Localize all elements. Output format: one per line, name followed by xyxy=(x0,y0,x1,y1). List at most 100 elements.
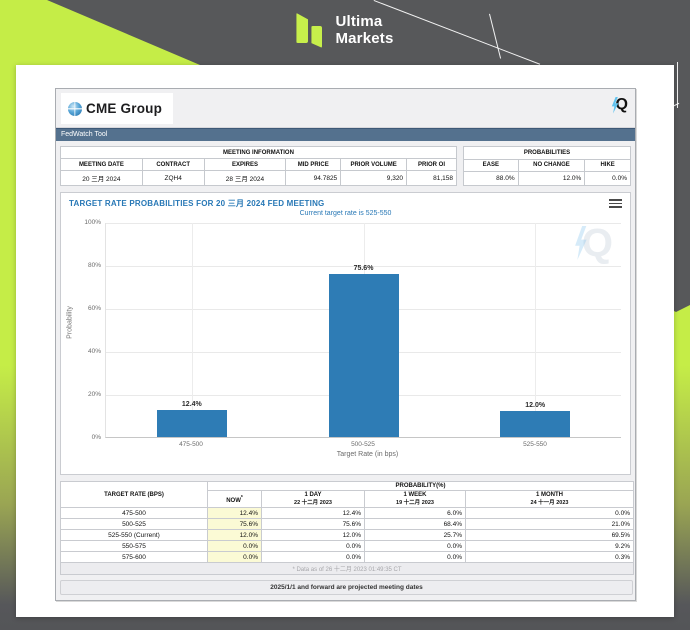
brand-line1: Ultima xyxy=(335,13,383,30)
col-mid-price: MID PRICE xyxy=(285,158,342,171)
col-prior-oi: PRIOR OI xyxy=(406,158,457,171)
table-row: 575-600 0.0% 0.0% 0.0% 0.3% xyxy=(60,551,634,563)
month-cell: 9.2% xyxy=(465,540,634,552)
probabilities-title: PROBABILITIES xyxy=(463,146,631,160)
now-cell: 12.0% xyxy=(207,529,262,541)
day-cell: 75.6% xyxy=(261,518,365,530)
probabilities-table: PROBABILITIES EASE NO CHANGE HIKE 88.0% … xyxy=(463,146,631,186)
data-as-of-footnote: * Data as of 26 十二月 2023 01:49:35 CT xyxy=(60,562,634,575)
week-cell: 0.0% xyxy=(364,551,466,563)
bar-525-550[interactable] xyxy=(500,411,571,437)
table-row: 525-550 (Current) 12.0% 12.0% 25.7% 69.5… xyxy=(60,529,634,541)
probability-history-table: TARGET RATE (BPS) PROBABILITY(%) NOW* 1 … xyxy=(60,481,634,575)
day-cell: 0.0% xyxy=(261,540,365,552)
day-cell: 12.4% xyxy=(261,507,365,519)
quikstrike-logo[interactable]: Q xyxy=(611,96,628,114)
ytick: 100% xyxy=(84,219,101,226)
cme-header: CME Group Q xyxy=(56,89,635,128)
rate-cell: 525-550 (Current) xyxy=(60,529,208,541)
week-cell: 6.0% xyxy=(364,507,466,519)
month-cell: 21.0% xyxy=(465,518,634,530)
mid-price-value: 94.7825 xyxy=(285,170,342,186)
month-cell: 69.5% xyxy=(465,529,634,541)
y-axis-ticks: 100% 80% 60% 40% 20% 0% xyxy=(73,219,105,441)
rate-cell: 475-500 xyxy=(60,507,208,519)
day-cell: 0.0% xyxy=(261,551,365,563)
bar-slot: 12.0% xyxy=(449,223,621,437)
bar-value-label: 12.4% xyxy=(181,401,202,409)
no-change-value: 12.0% xyxy=(517,171,586,186)
col-ease: EASE xyxy=(463,158,519,173)
plot: Q 12.4% 75.6% 12.0% xyxy=(105,223,621,438)
month-cell: 0.3% xyxy=(465,551,634,563)
probability-history-section: TARGET RATE (BPS) PROBABILITY(%) NOW* 1 … xyxy=(60,481,634,595)
chart-menu-icon[interactable] xyxy=(608,198,623,209)
xcat: 500-525 xyxy=(351,441,375,448)
y-axis-title: Probability xyxy=(66,306,74,339)
rate-cell: 575-600 xyxy=(60,551,208,563)
week-cell: 68.4% xyxy=(364,518,466,530)
info-tables-row: MEETING INFORMATION MEETING DATE CONTRAC… xyxy=(60,146,631,186)
now-cell: 0.0% xyxy=(207,551,262,563)
watermark-lightning-icon xyxy=(575,226,587,260)
x-axis-categories: 475-500 500-525 525-550 xyxy=(105,441,630,448)
ytick: 80% xyxy=(87,262,101,269)
col-1-month: 1 MONTH 24 十一月 2023 xyxy=(465,490,634,508)
x-axis-title: Target Rate (in bps) xyxy=(336,451,399,458)
ultima-markets-logo: Ultima Markets xyxy=(0,13,690,48)
ytick: 20% xyxy=(87,391,101,398)
bar-500-525[interactable] xyxy=(328,274,399,437)
col-expires: EXPIRES xyxy=(203,158,287,171)
ultima-logo-icon xyxy=(296,13,324,48)
rate-cell: 500-525 xyxy=(60,518,208,530)
prior-volume-value: 9,320 xyxy=(340,170,408,186)
chart-title: TARGET RATE PROBABILITIES FOR 20 三月 2024… xyxy=(69,199,325,208)
cme-group-logo[interactable]: CME Group xyxy=(61,93,173,124)
day-cell: 12.0% xyxy=(261,529,365,541)
hike-value: 0.0% xyxy=(584,171,631,186)
quikstrike-watermark: Q xyxy=(573,223,613,263)
now-cell: 75.6% xyxy=(207,518,262,530)
prior-oi-value: 81,158 xyxy=(406,170,457,186)
now-cell: 12.4% xyxy=(207,507,262,519)
target-rate-chart: TARGET RATE PROBABILITIES FOR 20 三月 2024… xyxy=(60,192,631,475)
chart-subtitle: Current target rate is 525-550 xyxy=(299,210,392,217)
col-probability-group: PROBABILITY(%) xyxy=(207,481,634,491)
cme-globe-icon xyxy=(68,101,82,116)
meeting-date-value: 20 三月 2024 xyxy=(60,170,143,186)
col-target-rate: TARGET RATE (BPS) xyxy=(60,481,208,508)
col-prior-volume: PRIOR VOLUME xyxy=(340,158,408,171)
ytick: 60% xyxy=(87,305,101,312)
col-hike: HIKE xyxy=(584,158,631,173)
table-row: 550-575 0.0% 0.0% 0.0% 9.2% xyxy=(60,540,634,552)
decor-line xyxy=(677,62,678,108)
col-now: NOW* xyxy=(207,490,262,508)
now-cell: 0.0% xyxy=(207,540,262,552)
chart-plot-area: Probability 100% 80% 60% 40% 20% 0% Q xyxy=(61,219,630,441)
xcat: 525-550 xyxy=(523,441,547,448)
week-cell: 0.0% xyxy=(364,540,466,552)
bar-value-label: 12.0% xyxy=(525,402,546,410)
meeting-info-title: MEETING INFORMATION xyxy=(60,146,457,159)
ytick: 40% xyxy=(87,348,101,355)
month-cell: 0.0% xyxy=(465,507,634,519)
meeting-information-table: MEETING INFORMATION MEETING DATE CONTRAC… xyxy=(60,146,457,186)
bar-slot: 75.6% xyxy=(278,223,450,437)
quikstrike-q: Q xyxy=(615,96,628,113)
col-contract: CONTRACT xyxy=(141,158,205,171)
rate-cell: 550-575 xyxy=(60,540,208,552)
ultima-logo-text: Ultima Markets xyxy=(335,13,393,48)
col-no-change: NO CHANGE xyxy=(517,158,586,173)
col-1-day: 1 DAY 22 十二月 2023 xyxy=(261,490,365,508)
cme-logo-text: CME Group xyxy=(86,101,163,116)
projected-dates-note: 2025/1/1 and forward are projected meeti… xyxy=(60,580,633,595)
table-row: 500-525 75.6% 75.6% 68.4% 21.0% xyxy=(60,518,634,530)
fedwatch-tool-tab[interactable]: FedWatch Tool xyxy=(56,128,635,141)
bar-475-500[interactable] xyxy=(156,410,227,437)
fedwatch-tool-window: CME Group Q FedWatch Tool MEETING INFORM… xyxy=(55,88,636,601)
ytick: 0% xyxy=(91,434,101,441)
xcat: 475-500 xyxy=(179,441,203,448)
col-1-week: 1 WEEK 19 十二月 2023 xyxy=(364,490,466,508)
screenshot-card: CME Group Q FedWatch Tool MEETING INFORM… xyxy=(16,65,674,617)
